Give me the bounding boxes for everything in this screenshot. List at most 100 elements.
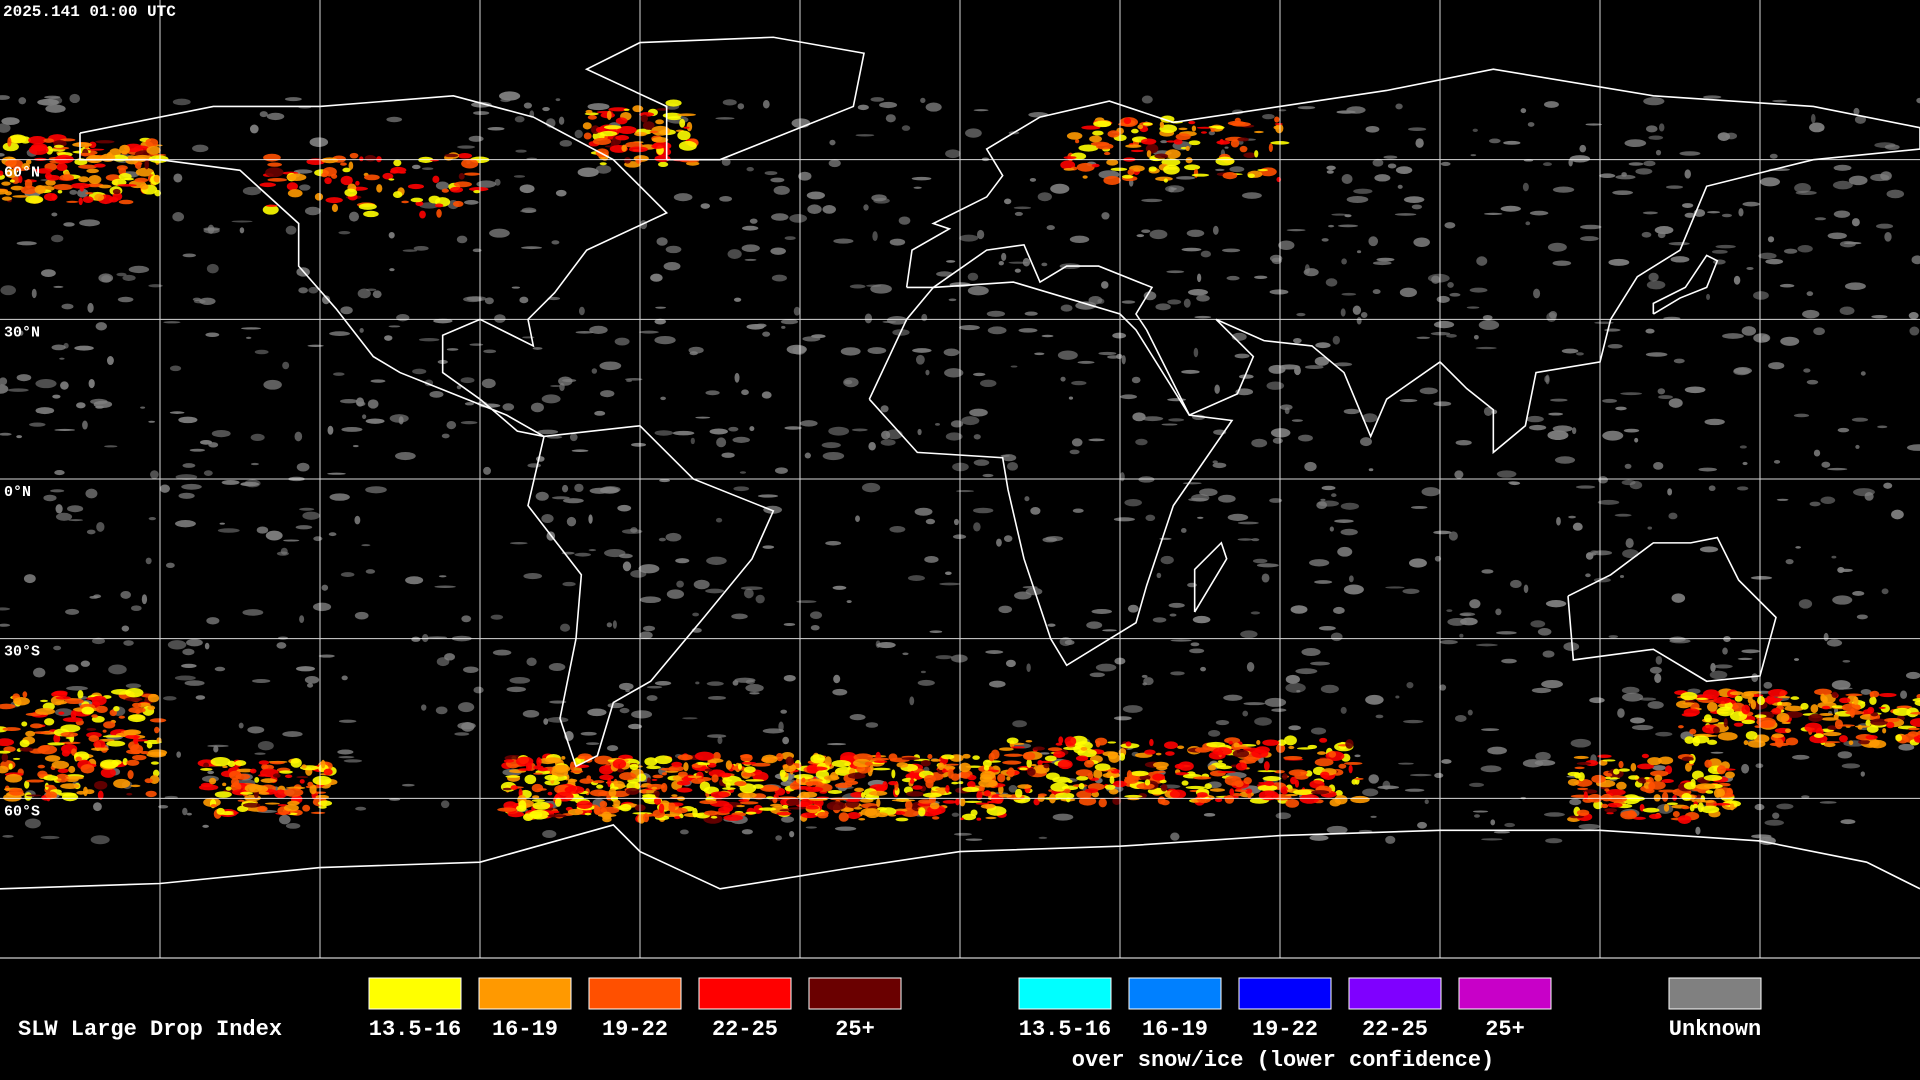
- cloud-drop: [667, 116, 682, 121]
- cloud-drop: [277, 804, 288, 807]
- cloud-unknown: [1827, 232, 1847, 240]
- cloud-drop: [1144, 779, 1151, 786]
- cloud-drop: [1222, 172, 1238, 180]
- cloud-unknown: [239, 227, 245, 234]
- cloud-unknown: [630, 569, 647, 578]
- cloud-unknown: [1483, 212, 1503, 215]
- cloud-drop: [1043, 763, 1050, 769]
- cloud-drop: [127, 769, 134, 780]
- cloud-drop: [1328, 750, 1337, 758]
- cloud-drop: [1002, 760, 1022, 765]
- cloud-unknown: [882, 320, 897, 324]
- cloud-drop: [1607, 802, 1623, 808]
- cloud-drop: [510, 785, 518, 791]
- cloud-unknown: [203, 470, 213, 476]
- cloud-drop: [388, 178, 395, 181]
- coastline: [1193, 541, 1228, 613]
- cloud-unknown: [1222, 248, 1241, 253]
- cloud-drop: [598, 765, 614, 775]
- cloud-unknown: [973, 459, 990, 466]
- cloud-unknown: [29, 422, 46, 427]
- cloud-drop: [267, 177, 288, 182]
- cloud-drop: [1848, 740, 1854, 746]
- cloud-unknown: [205, 332, 220, 337]
- cloud-unknown: [460, 421, 478, 425]
- cloud-unknown: [1286, 229, 1306, 232]
- cloud-unknown: [1602, 398, 1618, 403]
- cloud-unknown: [715, 117, 735, 120]
- cloud-drop: [1011, 746, 1025, 749]
- cloud-drop: [134, 177, 149, 183]
- cloud-unknown: [165, 562, 175, 569]
- cloud-drop: [1602, 759, 1616, 762]
- cloud-unknown: [87, 302, 94, 313]
- cloud-drop: [592, 137, 612, 146]
- cloud-unknown: [1580, 224, 1602, 230]
- cloud-unknown: [1709, 670, 1728, 680]
- cloud-unknown: [1314, 580, 1333, 584]
- cloud-unknown: [464, 200, 479, 205]
- cloud-drop: [1713, 766, 1718, 772]
- cloud-drop: [56, 163, 68, 171]
- cloud-drop: [583, 132, 592, 140]
- cloud-drop: [125, 687, 144, 698]
- cloud-drop: [699, 800, 718, 805]
- cloud-drop: [1716, 765, 1727, 775]
- cloud-drop: [34, 184, 46, 194]
- cloud-drop: [599, 130, 618, 137]
- cloud-unknown: [1353, 188, 1373, 194]
- cloud-unknown: [362, 414, 367, 420]
- cloud-unknown: [1361, 413, 1378, 423]
- cloud-unknown: [1046, 225, 1055, 231]
- cloud-drop: [891, 769, 896, 779]
- graticule: [0, 0, 1920, 958]
- cloud-unknown: [550, 384, 561, 388]
- cloud-drop: [242, 802, 261, 808]
- cloud-unknown: [0, 384, 9, 394]
- cloud-unknown: [913, 186, 922, 189]
- cloud-drop: [86, 697, 103, 701]
- cloud-unknown: [1698, 467, 1717, 472]
- cloud-unknown: [1763, 681, 1773, 689]
- cloud-drop: [146, 741, 153, 749]
- cloud-unknown: [282, 731, 303, 737]
- cloud-drop: [58, 792, 77, 797]
- timestamp: 2025.141 01:00 UTC: [3, 3, 176, 21]
- cloud-unknown: [1025, 587, 1043, 596]
- cloud-unknown: [24, 818, 41, 829]
- cloud-unknown: [1403, 719, 1424, 724]
- cloud-unknown: [328, 532, 337, 537]
- cloud-drop: [1163, 164, 1180, 175]
- cloud-unknown: [1466, 306, 1480, 309]
- cloud-unknown: [313, 602, 332, 612]
- cloud-drop: [1234, 789, 1248, 793]
- cloud-drop: [1177, 745, 1185, 750]
- cloud-drop: [1886, 721, 1895, 729]
- cloud-unknown: [973, 434, 981, 440]
- cloud-unknown: [1852, 591, 1865, 596]
- cloud-drop: [929, 802, 940, 810]
- cloud-drop: [619, 803, 632, 812]
- cloud-drop: [77, 690, 84, 699]
- cloud-unknown: [1374, 174, 1391, 182]
- cloud-unknown: [1005, 659, 1016, 668]
- cloud-unknown: [1340, 502, 1360, 510]
- cloud-unknown: [51, 344, 66, 351]
- cloud-unknown: [1793, 413, 1810, 418]
- cloud-drop: [1733, 722, 1744, 727]
- cloud-unknown: [1908, 312, 1919, 320]
- cloud-drop: [130, 784, 141, 788]
- cloud-unknown: [1856, 614, 1868, 620]
- cloud-drop: [676, 787, 693, 793]
- cloud-drop: [44, 172, 53, 180]
- cloud-unknown: [1008, 785, 1018, 793]
- cloud-unknown: [798, 171, 812, 181]
- cloud-drop: [457, 153, 473, 159]
- cloud-drop: [1078, 144, 1099, 152]
- cloud-drop: [222, 782, 227, 787]
- cloud-drop: [1682, 702, 1695, 705]
- cloud-unknown: [806, 191, 825, 200]
- cloud-unknown: [1408, 127, 1427, 132]
- cloud-unknown: [163, 321, 181, 324]
- cloud-drop: [1216, 765, 1233, 770]
